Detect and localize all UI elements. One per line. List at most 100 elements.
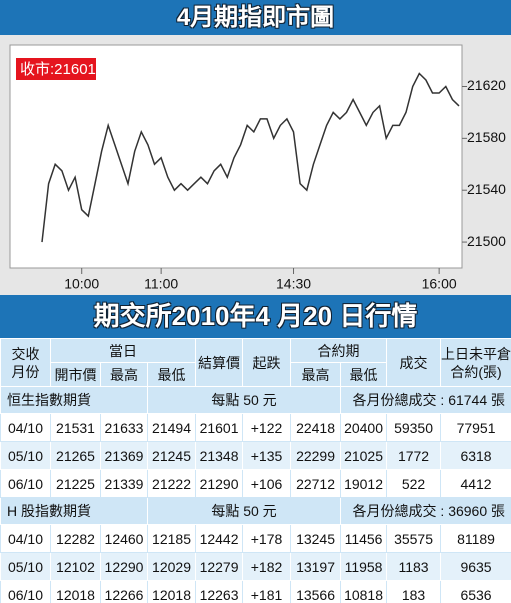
- header-cell: 最高: [290, 362, 342, 387]
- data-cell: 183: [386, 580, 442, 603]
- data-cell: 12460: [100, 524, 148, 553]
- data-cell: 05/10: [0, 552, 51, 581]
- header-cell: 起跌: [242, 338, 292, 387]
- section-note: 每點 50 元: [146, 386, 342, 414]
- section-total: 各月份總成交 : 61744 張: [340, 386, 511, 414]
- data-cell: 10818: [340, 580, 388, 603]
- data-cell: 12290: [100, 552, 148, 581]
- data-cell: 13245: [290, 524, 342, 553]
- data-row: 05/10 12102 12290 12029 12279 +182 13197 11958 1…: [0, 552, 511, 581]
- header-row: 開市價 最高 最低 最高 最低: [1, 362, 511, 387]
- header-text: 合約(張): [450, 363, 502, 380]
- section-title: H 股指數期貨: [0, 497, 148, 525]
- data-cell: 04/10: [0, 524, 51, 553]
- data-cell: 04/10: [0, 413, 51, 442]
- data-cell: 13197: [290, 552, 342, 581]
- data-row: 06/10 21225 21339 21222 21290 +106 22712 19012 5…: [0, 469, 511, 498]
- header-cell: 最高: [100, 362, 148, 387]
- data-cell: 20400: [340, 413, 388, 442]
- header-cell: 最低: [340, 362, 388, 387]
- data-cell: 1183: [386, 552, 442, 581]
- price-line: [41, 72, 460, 243]
- header-cell: 上日未平倉 合約(張): [440, 338, 511, 387]
- header-text: 上日未平倉: [441, 345, 511, 362]
- data-cell: +106: [242, 469, 292, 498]
- data-cell: 77951: [440, 413, 511, 442]
- data-cell: 1772: [386, 441, 442, 470]
- data-cell: 22712: [290, 469, 342, 498]
- y-tick-label: 21620: [467, 77, 506, 93]
- x-tick-label: 16:00: [422, 276, 457, 292]
- data-cell: 21222: [146, 469, 197, 498]
- y-tick-label: 21580: [467, 129, 506, 145]
- header-cell: 合約期: [290, 338, 388, 363]
- data-cell: 21339: [100, 469, 148, 498]
- data-cell: 12018: [50, 580, 101, 603]
- header-text: 結算價: [198, 354, 241, 371]
- data-cell: 21494: [146, 413, 197, 442]
- plot-frame: [9, 44, 463, 269]
- section-total: 各月份總成交 : 36960 張: [340, 497, 511, 525]
- data-cell: 12185: [146, 524, 197, 553]
- header-text: 月份: [11, 363, 40, 380]
- section-title: 恒生指數期貨: [0, 386, 148, 414]
- close-label: 收市:21601: [20, 61, 96, 78]
- data-cell: 12018: [146, 580, 197, 603]
- data-cell: 05/10: [0, 441, 51, 470]
- data-row: 05/10 21265 21369 21245 21348 +135 22299 21025 1…: [0, 441, 511, 470]
- data-cell: +182: [242, 552, 292, 581]
- data-cell: 11456: [340, 524, 388, 553]
- data-cell: 12102: [50, 552, 101, 581]
- chart-title: 4月期指即市圖: [0, 0, 511, 35]
- data-row: 04/10 21531 21633 21494 21601 +122 22418 20400 5…: [0, 413, 511, 442]
- header-text: 當日: [109, 342, 138, 359]
- x-tick-label: 10:00: [64, 276, 99, 292]
- y-tick-label: 21500: [467, 233, 506, 249]
- data-cell: 9635: [440, 552, 511, 581]
- header-cell: 當日: [49, 338, 197, 363]
- y-tick-label: 21540: [467, 181, 506, 197]
- data-cell: 12266: [100, 580, 148, 603]
- data-row: 06/10 12018 12266 12018 12263 +181 13566 10818 1…: [0, 580, 511, 603]
- header-cell: 成交: [386, 338, 442, 387]
- quote-table: 交收 月份 當日 結算價 起跌 合約期 成交 上日未平倉 合約(張) 開市價 最高 最低 最高 最低 恒生指…: [0, 338, 511, 603]
- header-cell: 最低: [146, 362, 197, 387]
- data-cell: 12279: [195, 552, 244, 581]
- data-cell: 22299: [290, 441, 342, 470]
- data-cell: 21348: [195, 441, 244, 470]
- header-text: 成交: [399, 354, 428, 371]
- data-row: 04/10 12282 12460 12185 12442 +178 13245 11456 3…: [0, 524, 511, 553]
- data-cell: 21633: [100, 413, 148, 442]
- data-cell: 21245: [146, 441, 197, 470]
- header-cell: 交收 月份: [0, 338, 51, 387]
- data-cell: 11958: [340, 552, 388, 581]
- data-cell: 12263: [195, 580, 244, 603]
- data-cell: 21369: [100, 441, 148, 470]
- section-row: 恒生指數期貨 每點 50 元各月份總成交 : 61744 張: [0, 386, 511, 414]
- section-row: H 股指數期貨 每點 50 元各月份總成交 : 36960 張: [0, 497, 511, 525]
- data-cell: 22418: [290, 413, 342, 442]
- header-cell: 結算價: [195, 338, 244, 387]
- x-tick-label: 11:00: [144, 276, 178, 292]
- data-cell: 6536: [440, 580, 511, 603]
- table-title: 期交所2010年4 月20 日行情: [0, 295, 511, 338]
- data-cell: 12442: [195, 524, 244, 553]
- header-cell: 開市價: [50, 362, 101, 387]
- chart-area: 收市:21601 21500 21540 21580 21620 10:00 11:00 1…: [0, 35, 511, 295]
- data-cell: 21290: [195, 469, 244, 498]
- data-cell: 21601: [195, 413, 244, 442]
- close-label-box: [16, 58, 96, 80]
- section-note: 每點 50 元: [146, 497, 342, 525]
- data-cell: 59350: [386, 413, 442, 442]
- data-cell: 06/10: [0, 469, 51, 498]
- header-row: 交收 月份 當日結算價 起跌 合約期成交 上日未平倉 合約(張): [0, 338, 511, 387]
- data-cell: 6318: [440, 441, 511, 470]
- header-text: 交收: [11, 345, 40, 362]
- data-cell: +122: [242, 413, 292, 442]
- data-cell: 21265: [50, 441, 101, 470]
- data-cell: 21531: [50, 413, 101, 442]
- chart: 收市:21601 21500 21540 21580 21620 10:00 11:00 1…: [9, 44, 506, 292]
- data-cell: 4412: [440, 469, 511, 498]
- header-text: 合約期: [317, 342, 360, 359]
